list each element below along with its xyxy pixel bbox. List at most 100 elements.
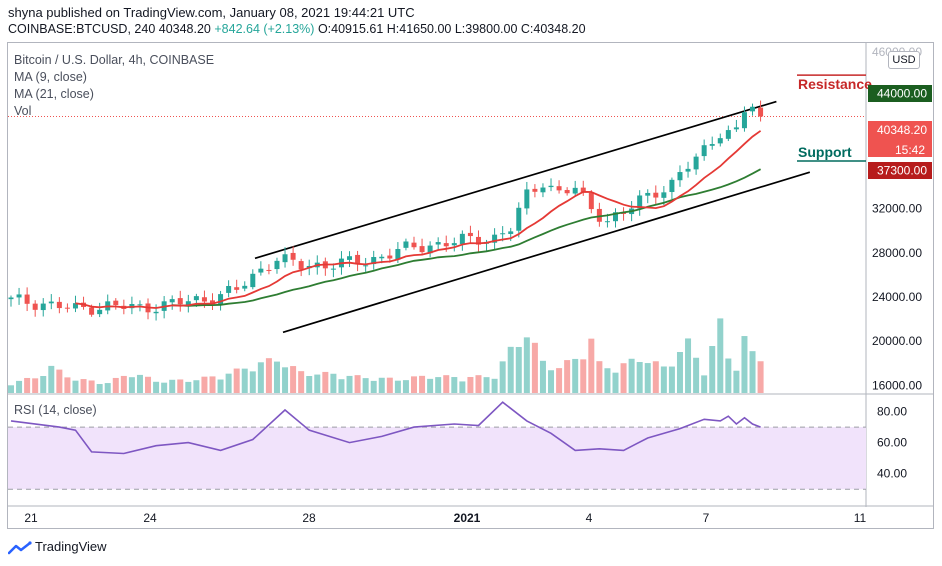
- volume-bar: [749, 351, 756, 393]
- candle-body: [653, 192, 659, 198]
- candle-body: [290, 252, 296, 260]
- volume-bar: [467, 376, 474, 393]
- candle-body: [258, 268, 264, 273]
- candle-body: [419, 246, 425, 253]
- countdown-label: 15:42: [895, 143, 925, 157]
- volume-bar: [701, 375, 708, 393]
- volume-bar: [40, 376, 47, 393]
- x-tick-label: 11: [854, 511, 867, 525]
- volume-bar: [733, 370, 740, 393]
- candle-body: [427, 245, 433, 254]
- volume-bar: [233, 368, 240, 393]
- currency-button[interactable]: USD: [888, 51, 920, 69]
- volume-bar: [249, 371, 256, 393]
- volume-bar: [265, 358, 272, 393]
- volume-bar: [741, 336, 748, 393]
- volume-bar: [435, 377, 442, 393]
- y-tick-label: 20000.00: [872, 334, 922, 348]
- candle-body: [750, 106, 756, 112]
- volume-bar: [104, 383, 111, 393]
- candle-body: [32, 303, 38, 310]
- volume-bar: [612, 372, 619, 393]
- ohlc-values: O:40915.61 H:41650.00 L:39800.00 C:40348…: [317, 22, 586, 36]
- candle-body: [669, 179, 675, 193]
- rsi-line: [10, 401, 761, 455]
- candle-body: [733, 127, 739, 130]
- legend-ma21[interactable]: MA (21, close): [14, 87, 94, 101]
- candle-body: [201, 297, 207, 302]
- volume-bar: [459, 381, 466, 393]
- volume-bar: [443, 375, 450, 393]
- volume-bar: [241, 368, 248, 393]
- candle-body: [661, 192, 667, 198]
- volume-bar: [370, 380, 377, 393]
- candle-body: [685, 168, 691, 172]
- candle-body: [113, 300, 119, 306]
- legend-rsi[interactable]: RSI (14, close): [14, 403, 97, 417]
- candle-body: [24, 294, 30, 304]
- symbol-ohlc-line: COINBASE:BTCUSD, 240 40348.20 +842.64 (+…: [8, 22, 586, 36]
- legend-vol[interactable]: Vol: [14, 104, 32, 118]
- support-badge-label: 37300.00: [877, 164, 927, 178]
- ma21-line: [172, 168, 762, 307]
- candle-body: [758, 107, 764, 117]
- volume-bar: [548, 370, 555, 393]
- volume-bar: [314, 374, 321, 393]
- candle-body: [64, 307, 70, 309]
- candle-body: [556, 186, 562, 191]
- candle-body: [89, 307, 95, 315]
- volume-bar: [136, 374, 143, 393]
- candle-body: [580, 187, 586, 193]
- y-tick-label: 32000.00: [872, 202, 922, 216]
- candle-body: [250, 273, 256, 288]
- support-label: Support: [798, 144, 852, 160]
- y-tick-label: 16000.00: [872, 378, 922, 392]
- candle-body: [717, 138, 723, 144]
- volume-bar: [282, 367, 289, 393]
- resistance-badge-label: 44000.00: [877, 87, 927, 101]
- candle-body: [371, 257, 377, 265]
- candle-body: [72, 303, 78, 309]
- candle-body: [379, 256, 385, 259]
- volume-bar: [128, 377, 135, 393]
- candle-body: [524, 189, 530, 209]
- volume-bar: [32, 378, 39, 393]
- volume-bar: [652, 361, 659, 393]
- last-price-badge-label: 40348.20: [877, 123, 927, 137]
- volume-bar: [273, 361, 280, 393]
- last-price-badge: [868, 121, 932, 157]
- volume-bar: [668, 366, 675, 393]
- brand-label: TradingView: [35, 539, 107, 554]
- volume-bar: [491, 378, 498, 393]
- volume-bar: [161, 382, 168, 393]
- volume-bar: [145, 376, 152, 393]
- volume-bar: [572, 358, 579, 393]
- volume-bar: [378, 377, 385, 393]
- candle-body: [97, 309, 103, 315]
- volume-bar: [88, 380, 95, 393]
- candle-body: [234, 287, 240, 290]
- candle-body: [403, 241, 409, 248]
- volume-bar: [660, 366, 667, 393]
- symbol: COINBASE:BTCUSD, 240: [8, 22, 156, 36]
- volume-bar: [193, 380, 200, 393]
- candle-body: [508, 231, 514, 234]
- publisher-line: shyna published on TradingView.com, Janu…: [8, 5, 415, 20]
- volume-bar: [411, 376, 417, 393]
- tradingview-brand[interactable]: TradingView: [8, 539, 107, 555]
- candle-body: [443, 243, 449, 247]
- volume-bar: [676, 352, 683, 393]
- volume-bar: [483, 377, 490, 393]
- upper-channel-line: [254, 100, 777, 260]
- volume-bar: [290, 366, 297, 393]
- legend-ma9[interactable]: MA (9, close): [14, 70, 87, 84]
- candle-body: [572, 187, 578, 194]
- volume-bar: [539, 360, 546, 393]
- volume-bar: [709, 346, 716, 393]
- volume-bar: [169, 379, 176, 393]
- ma9-line: [75, 130, 762, 309]
- volume-bar: [451, 377, 458, 393]
- candle-body: [242, 285, 248, 289]
- volume-bar: [588, 338, 595, 393]
